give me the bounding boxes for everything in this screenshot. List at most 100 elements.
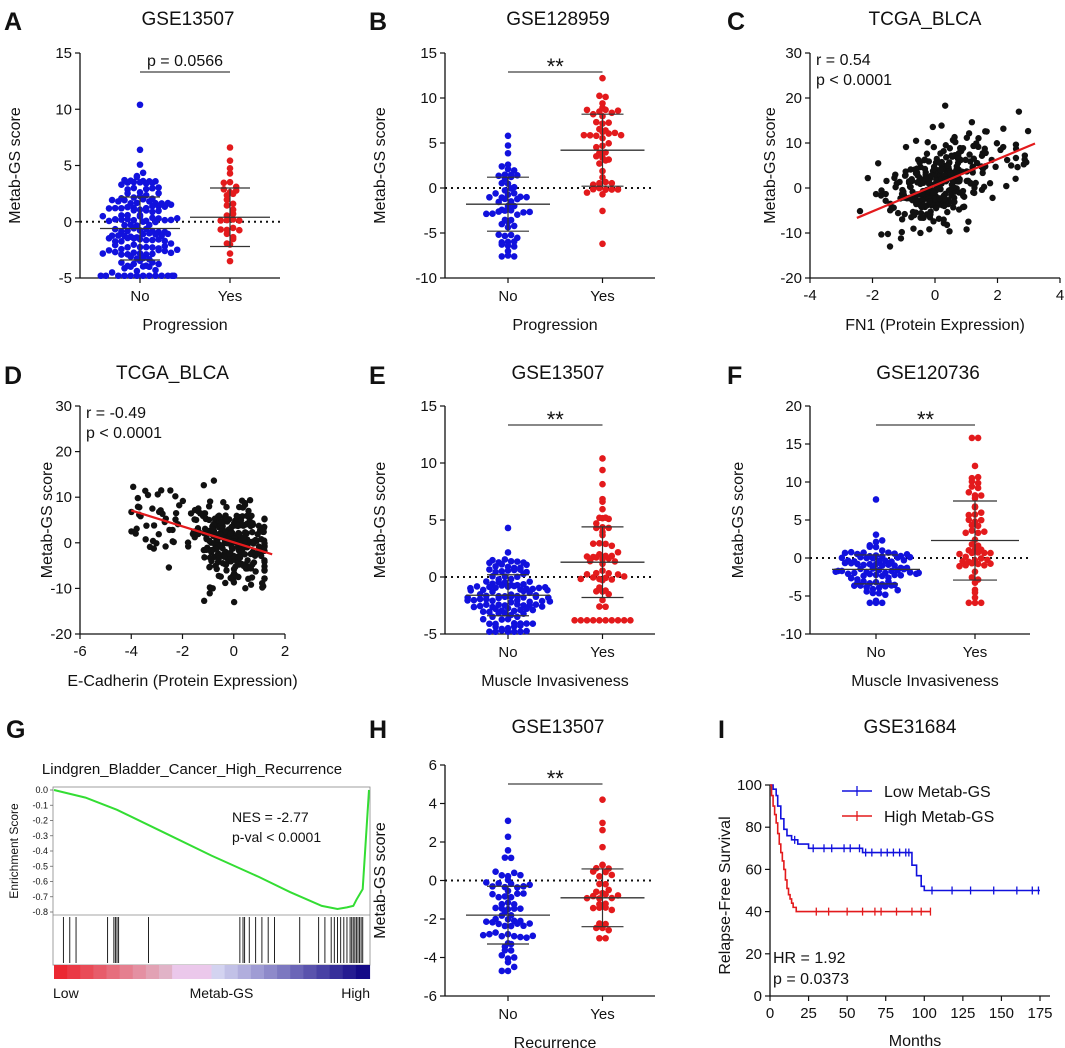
data-point-yes — [593, 554, 600, 561]
data-point-no — [495, 609, 503, 617]
data-point — [210, 521, 217, 528]
panel-title: GSE13507 — [142, 9, 235, 30]
data-point-no — [483, 601, 490, 608]
data-point-no — [495, 879, 503, 887]
data-point-no — [504, 165, 512, 173]
data-point-yes — [968, 478, 976, 485]
data-point-no — [136, 257, 144, 265]
data-point-yes — [614, 548, 622, 556]
data-point — [149, 505, 156, 512]
data-point-no — [498, 871, 506, 879]
y-tick-label: -0.4 — [32, 846, 48, 856]
data-point — [1012, 175, 1019, 182]
data-point-no — [906, 569, 914, 576]
x-tick-label: 100 — [912, 1005, 937, 1022]
data-point — [143, 522, 150, 529]
y-tick-label: -0.7 — [32, 892, 48, 902]
data-point-no — [501, 946, 509, 954]
data-point-no — [514, 211, 521, 218]
data-point — [894, 209, 902, 217]
x-axis-label: FN1 (Protein Expression) — [845, 317, 1025, 334]
data-point — [205, 503, 213, 510]
rank-gradient-segment — [198, 965, 213, 979]
data-point-no — [520, 922, 527, 930]
data-point-no — [514, 195, 521, 203]
panel-B: B GSE128959 -10 -5 0 5 10 15 Metab-GS score No Yes… — [369, 8, 655, 334]
data-point-yes — [586, 131, 594, 139]
data-point — [211, 540, 218, 547]
data-point — [940, 216, 947, 223]
y-tick-label: -0.3 — [32, 831, 48, 841]
data-point — [897, 235, 905, 242]
panel-label: G — [6, 716, 25, 744]
data-point — [255, 522, 263, 530]
data-point-no — [139, 196, 147, 203]
data-point-no — [149, 208, 156, 216]
high-label: High — [341, 985, 370, 1001]
data-point-no — [118, 259, 125, 266]
data-point-no — [495, 920, 503, 928]
data-point-yes — [599, 191, 606, 198]
data-point — [191, 516, 198, 523]
data-point — [964, 177, 972, 185]
data-point-yes — [987, 549, 994, 557]
data-point — [1015, 108, 1023, 115]
data-point — [146, 543, 154, 551]
logrank-p: p = 0.0373 — [773, 971, 849, 988]
data-point — [176, 502, 183, 509]
y-axis-label: Metab-GS score — [762, 107, 779, 224]
gsea-frame — [52, 786, 371, 966]
data-point-no — [479, 931, 487, 939]
nes-value: NES = -2.77 — [232, 809, 309, 825]
data-point-no — [139, 169, 147, 177]
data-point-no — [99, 250, 107, 257]
rank-gradient-segment — [211, 965, 226, 979]
data-point-yes — [599, 861, 606, 869]
data-point-no — [897, 572, 905, 579]
rank-gradient-segment — [303, 965, 318, 979]
data-point-yes — [974, 560, 982, 568]
y-axis-label: Relapse-Free Survival — [717, 816, 734, 974]
y-tick-label: -5 — [59, 270, 72, 287]
data-point-no — [479, 608, 487, 616]
data-point-no — [507, 947, 515, 954]
y-tick-label: 6 — [429, 757, 437, 774]
y-tick-label: -5 — [424, 626, 437, 643]
data-point-no — [105, 205, 113, 212]
data-point-yes — [605, 524, 612, 532]
data-point-no — [544, 586, 551, 594]
data-point-no — [514, 890, 521, 898]
data-point-yes — [599, 843, 606, 851]
data-point-no — [854, 560, 861, 568]
data-point-no — [882, 582, 889, 590]
data-point — [227, 530, 234, 537]
data-point — [208, 546, 215, 554]
data-point — [220, 553, 228, 560]
data-point — [910, 225, 917, 232]
data-point — [223, 567, 230, 574]
data-point-no — [492, 563, 499, 570]
y-tick-label: -6 — [424, 988, 437, 1005]
y-tick-label: 10 — [55, 101, 72, 118]
data-point-no — [507, 185, 515, 192]
data-point-no — [891, 562, 898, 569]
data-point-no — [501, 195, 509, 203]
data-point-no — [866, 599, 874, 607]
data-point — [1000, 125, 1007, 132]
data-point-no — [510, 905, 518, 912]
data-point-yes — [593, 118, 600, 126]
data-point-no — [149, 244, 156, 251]
data-point-yes — [977, 599, 985, 607]
data-point-no — [894, 567, 901, 574]
data-point-no — [501, 922, 509, 930]
y-tick-label: 30 — [55, 398, 72, 415]
rank-gradient-segment — [145, 965, 161, 979]
data-point-no — [869, 554, 877, 562]
data-point-no — [155, 189, 162, 197]
data-point-no — [111, 241, 119, 249]
data-point-no — [875, 584, 883, 592]
data-point-no — [167, 216, 175, 224]
y-tick-label: -10 — [780, 225, 802, 242]
data-point-no — [173, 246, 181, 254]
